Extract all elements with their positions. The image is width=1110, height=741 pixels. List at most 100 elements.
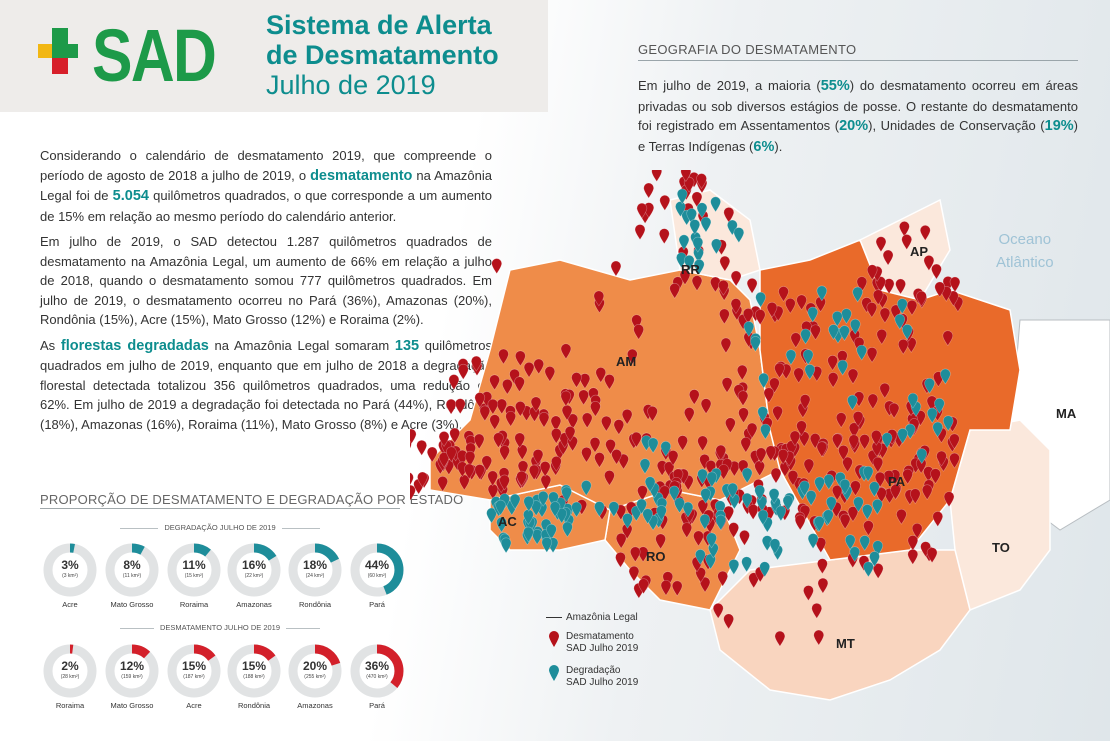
highlight-degraded: florestas degradadas xyxy=(60,337,209,354)
deforestation-marker xyxy=(691,275,703,292)
degradation-marker xyxy=(839,325,850,342)
degradation-marker xyxy=(805,490,817,506)
deforestation-marker xyxy=(410,428,417,445)
deforestation-marker xyxy=(590,401,601,417)
deforestation-marker xyxy=(789,430,801,447)
degradation-marker xyxy=(814,476,825,493)
deforestation-donut-pct: 20% xyxy=(302,659,328,673)
deforestation-marker xyxy=(909,488,921,505)
degradation-marker xyxy=(733,227,745,243)
degradation-marker xyxy=(828,324,839,340)
deforestation-marker xyxy=(410,484,416,501)
deforestation-marker xyxy=(754,460,765,477)
deforestation-marker xyxy=(718,464,729,480)
degradation-marker xyxy=(759,561,770,578)
degradation-marker xyxy=(636,498,647,515)
deforestation-marker xyxy=(839,513,851,530)
header: SAD Sistema de Alerta de Desmatamento Ju… xyxy=(0,0,548,112)
deforestation-marker xyxy=(515,350,526,367)
deforestation-marker xyxy=(605,439,616,455)
deforestation-marker xyxy=(921,484,933,501)
deforestation-marker xyxy=(551,456,562,472)
deforestation-marker xyxy=(902,468,913,485)
degradation-marker xyxy=(856,344,867,361)
deforestation-marker xyxy=(774,630,786,647)
state-MT xyxy=(709,549,971,701)
deforestation-marker xyxy=(544,366,556,382)
deforestation-marker xyxy=(835,412,847,429)
deforestation-marker xyxy=(777,448,789,465)
legend-degradation-icon xyxy=(549,665,559,681)
degradation-marker xyxy=(631,505,642,522)
degradation-marker xyxy=(761,535,773,552)
deforestation-marker xyxy=(876,487,887,504)
deforestation-marker xyxy=(712,603,724,619)
sad-logo-icon xyxy=(38,28,82,84)
deforestation-marker xyxy=(721,377,733,393)
degradation-donut-area: (3 km²) xyxy=(62,573,78,579)
deforestation-marker xyxy=(890,484,901,500)
deforestation-marker xyxy=(907,535,919,551)
degradation-marker xyxy=(530,500,542,517)
deforestation-marker xyxy=(883,470,895,486)
deforestation-marker xyxy=(729,460,740,477)
deforestation-marker xyxy=(457,363,469,380)
degradation-marker xyxy=(656,505,667,521)
deforestation-marker xyxy=(618,453,629,470)
degradation-marker xyxy=(509,493,521,510)
deforestation-donut-label: Amazonas xyxy=(297,701,333,710)
deforestation-donut-2: 15% (187 km²) xyxy=(166,643,222,699)
deforestation-marker xyxy=(437,476,448,492)
deforestation-marker xyxy=(715,444,727,461)
degradation-marker xyxy=(693,259,705,275)
degradation-marker xyxy=(531,529,543,545)
deforestation-marker xyxy=(578,389,589,406)
deforestation-marker xyxy=(581,412,593,429)
degradation-marker xyxy=(727,482,738,499)
degradation-marker xyxy=(692,236,704,253)
deforestation-marker xyxy=(710,276,721,293)
deforestation-marker xyxy=(438,452,450,468)
degradation-marker xyxy=(800,328,811,345)
deforestation-marker xyxy=(872,563,884,579)
state-label-AM: AM xyxy=(616,354,636,369)
deforestation-marker xyxy=(803,585,814,601)
deforestation-donut-3: 15% (188 km²) xyxy=(226,643,282,699)
deforestation-marker xyxy=(926,547,938,564)
degradation-marker xyxy=(862,466,874,482)
deforestation-marker xyxy=(728,522,739,539)
deforestation-marker xyxy=(489,414,501,431)
deforestation-marker xyxy=(842,456,853,473)
degradation-marker xyxy=(741,492,753,509)
deforestation-donut-label: Mato Grosso xyxy=(110,701,154,710)
degradation-marker xyxy=(916,448,928,465)
deforestation-marker xyxy=(560,343,572,360)
deforestation-marker xyxy=(502,378,513,395)
deforestation-marker xyxy=(748,572,760,589)
deforestation-marker xyxy=(523,362,535,378)
deforestation-marker xyxy=(875,276,886,293)
degradation-marker xyxy=(823,474,835,490)
deforestation-donut-1: 12% (159 km²) xyxy=(104,643,160,699)
deforestation-marker xyxy=(416,439,427,456)
deforestation-marker xyxy=(934,281,946,298)
deforestation-marker xyxy=(630,546,641,563)
degradation-marker xyxy=(872,499,883,515)
degradation-donut-label: Rondônia xyxy=(298,600,332,609)
deforestation-marker xyxy=(688,389,700,405)
state-label-MA: MA xyxy=(1056,406,1077,421)
deforestation-marker xyxy=(571,372,582,388)
deforestation-donut-4: 20% (255 km²) xyxy=(287,643,343,699)
degradation-marker xyxy=(869,481,880,498)
degradation-marker xyxy=(839,478,851,495)
deforestation-marker xyxy=(719,308,730,325)
deforestation-marker xyxy=(739,530,750,546)
deforestation-marker xyxy=(479,405,491,422)
deforestation-marker xyxy=(697,499,709,516)
degradation-marker xyxy=(706,471,718,488)
degradation-marker xyxy=(641,435,652,452)
deforestation-donut-pct: 2% xyxy=(61,659,79,673)
degradation-marker xyxy=(741,467,753,484)
title-line2: de Desmatamento xyxy=(266,40,499,70)
deforestation-marker xyxy=(723,207,735,223)
